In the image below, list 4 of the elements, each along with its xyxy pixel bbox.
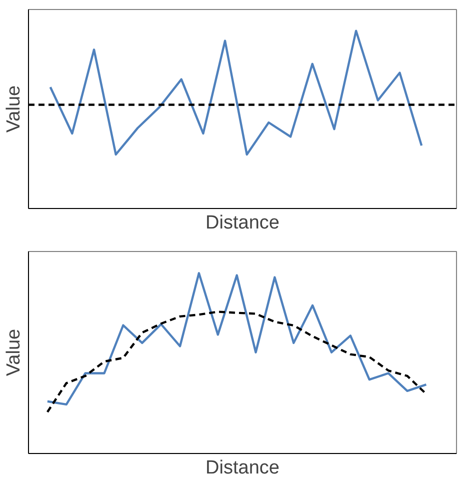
y-axis-title: Value [4, 328, 24, 376]
x-axis-title: Distance [206, 212, 280, 234]
y-axis-title: Value [4, 85, 24, 133]
x-axis-title: Distance [206, 458, 280, 478]
